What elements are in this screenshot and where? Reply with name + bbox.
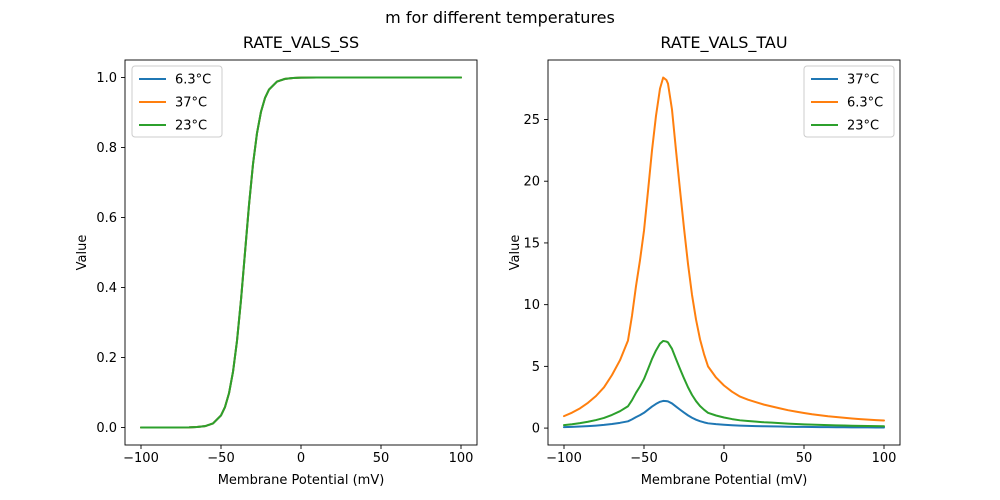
y-tick-label: 15 (523, 236, 540, 251)
legend: 37°C 6.3°C 23°C (803, 65, 895, 138)
y-tick-label: 1.0 (96, 71, 117, 86)
x-tick-label: 0 (297, 451, 305, 466)
y-tick-label: 0.4 (96, 281, 117, 296)
y-tick-label: 5 (532, 360, 540, 375)
x-axis-label: Membrane Potential (mV) (641, 473, 808, 488)
x-tick-label: 100 (449, 451, 474, 466)
plot-title: RATE_VALS_TAU (660, 33, 787, 53)
legend-label: 23°C (175, 119, 207, 134)
y-tick-label: 10 (523, 298, 540, 313)
legend-label: 37°C (175, 96, 207, 111)
y-tick-label: 0.0 (96, 421, 117, 436)
x-tick-label: −50 (630, 451, 657, 466)
legend-label: 6.3°C (175, 73, 211, 88)
y-tick-label: 0.8 (96, 141, 117, 156)
tau-plot-axes: −100 −50 0 50 100 0 5 10 15 20 25 Membrane Potentia… (508, 33, 901, 488)
y-tick-label: 20 (523, 175, 540, 190)
legend-label: 23°C (847, 119, 879, 134)
x-tick-label: 50 (373, 451, 390, 466)
y-tick-label: 0 (532, 422, 540, 437)
curve-23c (140, 76, 462, 429)
y-tick-label: 0.6 (96, 211, 117, 226)
legend-label: 37°C (847, 73, 879, 88)
y-axis-label: Value (508, 235, 523, 271)
legend-label: 6.3°C (847, 96, 883, 111)
x-tick-label: 100 (872, 451, 897, 466)
x-tick-label: 50 (796, 451, 813, 466)
x-tick-label: −100 (546, 451, 582, 466)
y-axis-label: Value (75, 235, 90, 271)
legend: 6.3°C 37°C 23°C (131, 65, 223, 138)
x-tick-label: −50 (207, 451, 234, 466)
plot-title: RATE_VALS_SS (243, 33, 359, 53)
ss-plot-axes: −100 −50 0 50 100 0.0 0.2 0.4 0.6 0.8 1.0 Membrane … (75, 33, 478, 488)
y-tick-label: 25 (523, 113, 540, 128)
figure-title: m for different temperatures (385, 8, 615, 27)
x-tick-label: −100 (123, 451, 159, 466)
y-tick-label: 0.2 (96, 351, 117, 366)
x-tick-label: 0 (720, 451, 728, 466)
curve-37c (563, 399, 885, 429)
legend-box (803, 65, 895, 138)
legend-box (131, 65, 223, 138)
curve-23c (563, 339, 885, 428)
curve-63c (563, 76, 885, 422)
x-axis-label: Membrane Potential (mV) (218, 473, 385, 488)
